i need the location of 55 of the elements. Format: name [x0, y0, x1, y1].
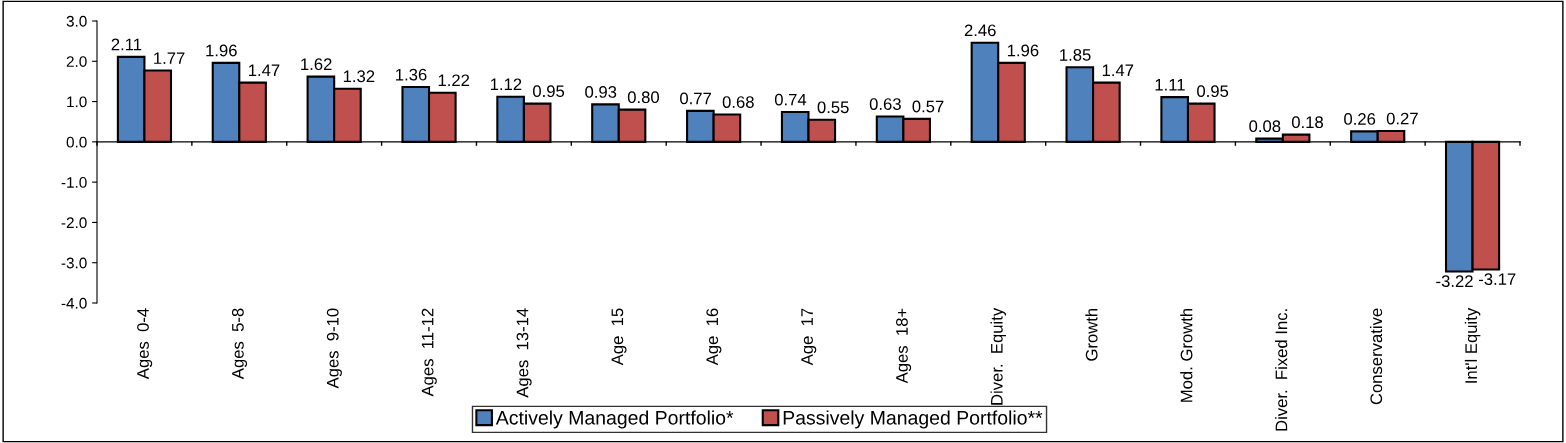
data-label: 1.47	[1102, 64, 1134, 76]
data-label: 0.95	[533, 85, 565, 98]
data-label: 0.27	[1386, 112, 1418, 125]
x-tick-label: Ages 11-12	[421, 308, 437, 397]
data-label: 0.93	[585, 86, 617, 98]
data-label: 0.95	[1197, 85, 1229, 98]
data-label: 1.77	[154, 52, 185, 64]
x-tick-label: Mod. Growth	[1180, 308, 1193, 402]
data-label: 0.77	[680, 92, 711, 105]
data-label: 1.11	[1155, 78, 1185, 91]
data-label: 1.22	[438, 74, 470, 87]
x-tick-label: Ages 9-10	[326, 308, 342, 389]
data-label: 0.18	[1291, 116, 1323, 129]
data-label: 1.96	[1007, 44, 1039, 57]
data-label: 0.63	[869, 98, 901, 110]
data-label: 0.68	[722, 96, 754, 108]
y-tick-label: -4.0	[61, 297, 87, 309]
x-tick-label: Ages 0-4	[137, 308, 153, 380]
data-label: -3.22	[1436, 275, 1473, 288]
data-label: 1.47	[249, 64, 280, 76]
y-tick-label: -3.0	[61, 257, 87, 269]
data-label: 0.26	[1344, 113, 1376, 125]
data-label: 1.36	[396, 68, 427, 81]
y-tick-label: -1.0	[61, 177, 87, 188]
data-label: 0.57	[912, 100, 944, 113]
data-label: 2.46	[964, 24, 996, 37]
data-label: -3.17	[1478, 273, 1516, 286]
y-tick-label: 1.0	[67, 96, 87, 108]
y-tick-label: 2.0	[66, 56, 87, 67]
data-label: 1.32	[343, 70, 375, 83]
x-tick-label: Diver. Fixed Inc.	[1275, 309, 1288, 431]
data-label: 2.11	[111, 38, 142, 51]
x-tick-label: Growth	[1085, 308, 1098, 361]
x-tick-label: Int'l Equity	[1464, 307, 1481, 383]
x-tick-label: Conservative	[1369, 308, 1383, 405]
data-label: 1.62	[301, 58, 332, 71]
legend-label: Passively Managed Portfolio**	[783, 410, 1043, 429]
data-label: 0.08	[1249, 120, 1281, 133]
x-tick-label: Ages 13-14	[516, 308, 532, 398]
data-label: 1.12	[490, 78, 522, 91]
legend-label: Actively Managed Portfolio*	[495, 410, 734, 429]
x-tick-label: Ages 18+	[896, 308, 912, 384]
y-tick-label: -2.0	[61, 217, 87, 229]
data-label: 1.96	[206, 44, 237, 57]
y-tick-label: 3.0	[66, 15, 87, 27]
data-label: 0.55	[817, 101, 849, 114]
x-tick-label: Age 17	[801, 308, 817, 366]
y-tick-label: 0.0	[66, 136, 87, 148]
data-label: 1.85	[1060, 49, 1091, 61]
x-tick-label: Age 15	[611, 308, 627, 366]
x-tick-label: Ages 5-8	[231, 308, 248, 380]
data-label: 0.74	[774, 93, 807, 106]
data-label: 0.80	[627, 91, 659, 104]
x-tick-label: Age 16	[706, 308, 722, 366]
x-tick-label: Diver. Equity	[990, 307, 1006, 405]
